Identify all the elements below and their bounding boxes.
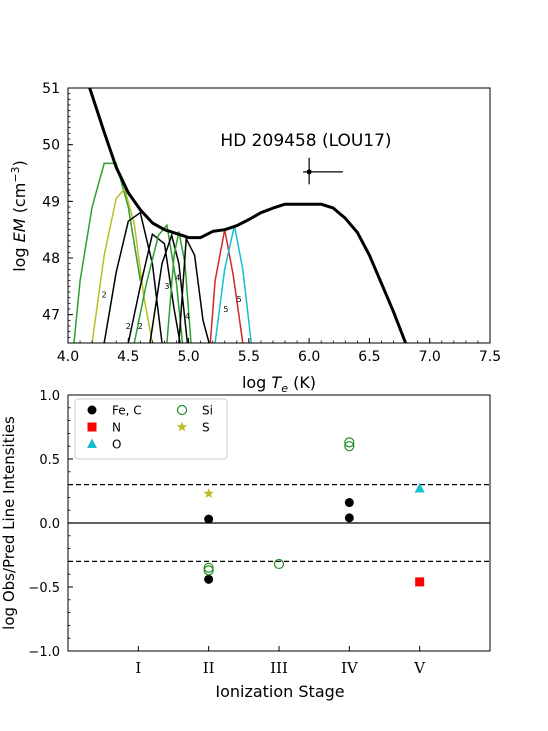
y-tick-label: 1.0 [39,389,60,404]
ionization-label: 4 [185,312,190,321]
line-intensity-panel: I II III IV V −1.0−0.50.00.51.0 Ionization S… [0,389,491,701]
x-tick-label: 6.0 [298,349,320,365]
contribution-curve-si-ii [73,162,142,343]
legend-marker-o [87,438,97,448]
x-tick-label: 4.0 [57,349,79,365]
scatter-points [203,437,425,587]
legend-label: O [112,438,121,452]
ionization-label: 5 [237,295,242,304]
top-y-axis-label: log EM (cm−3) [9,160,29,272]
legend-marker-fec [87,405,97,415]
legend-label: Fe, C [112,404,142,418]
point-si [344,441,355,452]
y-tick-label: 47 [42,308,60,324]
dem-curve-group [88,88,407,343]
x-tick-label: 6.5 [358,349,380,365]
point-si [273,558,285,570]
y-tick-label: 0.5 [39,453,60,468]
x-tick-label: 7.5 [479,349,501,365]
contribution-curve-c-iv [178,235,210,343]
contribution-curve-fe-ii [103,211,163,343]
bottom-x-ticks: I II III IV V [135,646,426,677]
point-fec [344,513,354,523]
point-si [344,437,355,448]
legend-marker-n [87,422,97,432]
ionization-label: 2 [138,322,143,331]
x-tick-label: 5.0 [177,349,199,365]
contribution-curve-si-iv [166,231,192,343]
contribution-curve-o-v [214,225,253,343]
y-tick-label: −1.0 [28,645,60,660]
error-point [306,169,312,175]
point-o [414,482,425,493]
ionization-label: 2 [126,322,131,331]
top-plot-frame [67,87,491,344]
category-label: II [203,659,215,677]
point-fec [204,514,214,524]
error-bar-group [303,157,343,185]
x-tick-label: 5.5 [238,349,260,365]
ionization-label: 2 [102,291,107,300]
ionization-label: 4 [175,274,180,283]
y-tick-label: 0.0 [39,517,60,532]
legend-marker-si [176,404,188,416]
point-s [203,488,214,498]
y-tick-label: 51 [42,81,60,97]
category-label: IV [341,659,359,677]
legend-label: S [202,421,210,435]
bottom-x-axis-label: Ionization Stage [215,682,344,701]
contribution-curve-c-iii [149,232,189,343]
point-si [203,565,214,576]
bottom-y-axis-label: log Obs/Pred Line Intensities [0,416,18,630]
top-chart-title: HD 209458 (LOU17) [220,131,391,151]
category-label: I [135,659,141,677]
y-tick-label: 49 [42,194,60,210]
x-tick-label: 4.5 [117,349,139,365]
y-tick-label: 48 [42,251,60,267]
legend-label: N [112,421,121,435]
dem-curve [88,88,407,343]
top-x-ticks: 4.0 4.5 5.0 5.5 6.0 6.5 7.0 7.5 [57,338,501,365]
legend: Fe, C NO Si S [74,398,228,460]
legend-frame [74,398,228,460]
legend-label: Si [202,404,213,418]
point-fec [344,498,354,508]
category-label: III [270,659,288,677]
top-y-ticks: 47 48 49 50 51 [42,81,73,344]
point-fec [204,574,214,584]
contribution-curve-c-ii [127,232,181,343]
y-tick-label: 50 [42,138,60,154]
contribution-curves [73,162,253,343]
legend-marker-s [176,421,188,432]
ionization-label: 5 [223,305,228,314]
point-si [203,562,214,573]
category-label: V [413,659,426,677]
point-n [415,577,425,587]
y-tick-label: −0.5 [28,581,60,596]
reference-lines [68,483,490,563]
x-tick-label: 7.0 [419,349,441,365]
top-x-axis-label: log Te (K) [242,373,316,395]
bottom-y-ticks: −1.0 −0.5 0.0 0.5 1.0 [28,389,73,660]
ionization-label: 3 [164,282,169,291]
